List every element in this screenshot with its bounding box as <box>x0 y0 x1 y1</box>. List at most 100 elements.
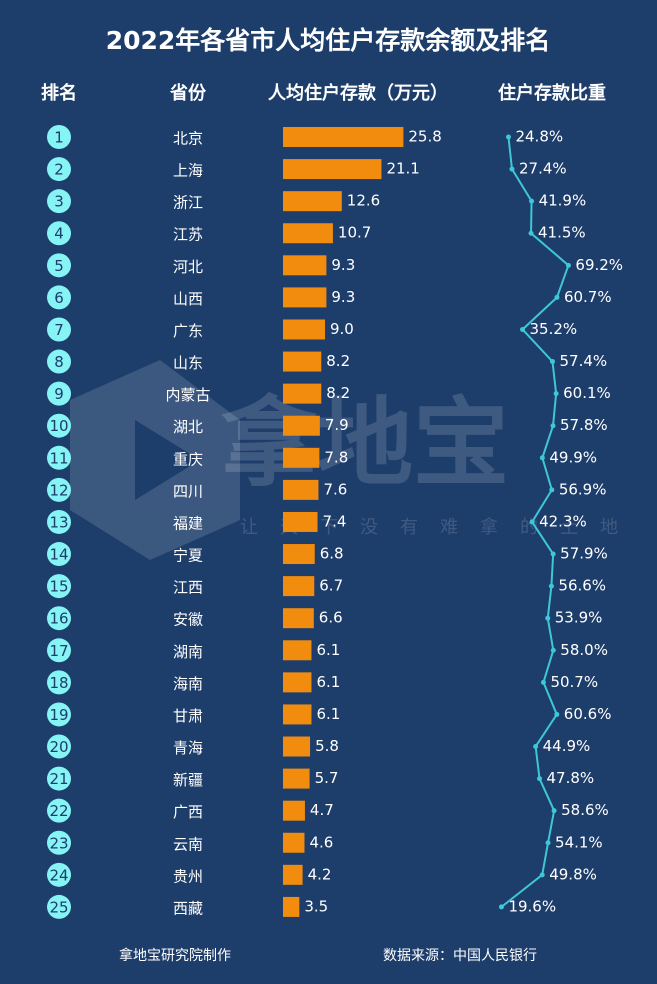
ratio-point <box>539 455 545 461</box>
bar-value-label: 3.5 <box>304 897 328 915</box>
rank-number: 12 <box>49 481 68 499</box>
ratio-value-label: 41.5% <box>538 224 586 242</box>
province-label: 广东 <box>173 322 203 340</box>
rank-number: 5 <box>54 257 64 275</box>
province-label: 贵州 <box>173 867 203 885</box>
ratio-point <box>548 583 554 589</box>
source: 数据来源：中国人民银行 <box>383 948 537 964</box>
rank-number: 7 <box>54 321 64 339</box>
rank-badge <box>47 862 71 887</box>
province-label: 内蒙古 <box>165 386 210 404</box>
province-label: 湖北 <box>173 418 203 436</box>
rank-number: 17 <box>49 642 68 660</box>
bar <box>283 511 318 532</box>
ratio-value-label: 57.4% <box>559 352 607 370</box>
bar <box>283 800 305 821</box>
ratio-point <box>550 647 556 653</box>
ratio-point <box>551 808 557 814</box>
rank-badge <box>47 189 71 214</box>
ratio-value-label: 24.8% <box>515 128 563 146</box>
ratio-point <box>520 326 526 332</box>
rank-number: 18 <box>49 674 68 692</box>
province-label: 宁夏 <box>173 547 203 565</box>
rank-number: 10 <box>49 417 68 435</box>
ratio-point <box>565 262 571 268</box>
rank-badge <box>47 830 71 855</box>
rank-badge <box>47 125 71 149</box>
ratio-value-label: 27.4% <box>519 160 567 178</box>
bar <box>283 479 319 500</box>
credit: 拿地宝研究院制作 <box>119 947 231 964</box>
rank-badge <box>47 606 71 631</box>
rank-number: 9 <box>54 385 64 403</box>
province-label: 北京 <box>173 130 203 148</box>
province-label: 四川 <box>173 482 203 500</box>
province-label: 甘肃 <box>173 707 203 725</box>
bar <box>283 608 314 629</box>
rank-badge <box>47 285 71 310</box>
bar <box>283 127 404 147</box>
ratio-point <box>550 423 556 429</box>
ratio-point <box>540 679 546 685</box>
ratio-value-label: 50.7% <box>550 673 598 691</box>
ratio-value-label: 58.6% <box>561 801 609 819</box>
bar-value-label: 4.7 <box>310 801 334 819</box>
rank-badge <box>47 413 71 438</box>
province-label: 山东 <box>173 354 203 372</box>
province-label: 西藏 <box>173 899 203 917</box>
rank-badge <box>47 734 71 759</box>
province-label: 湖南 <box>173 643 203 661</box>
ratio-value-label: 42.3% <box>539 512 587 530</box>
watermark-slogan: 让天下没有难拿的土地 <box>240 516 640 538</box>
ratio-point <box>529 519 535 525</box>
province-label: 福建 <box>173 514 203 532</box>
bar-value-label: 9.0 <box>330 320 354 338</box>
bar <box>283 383 322 404</box>
rank-badge <box>47 702 71 727</box>
bar-value-label: 9.3 <box>331 288 355 306</box>
rank-badge <box>47 670 71 695</box>
rank-badge <box>47 317 71 342</box>
bar <box>283 896 300 917</box>
rank-number: 4 <box>54 225 64 243</box>
rank-number: 1 <box>54 129 64 147</box>
rank-badge <box>47 157 71 182</box>
ratio-value-label: 41.9% <box>539 192 587 210</box>
ratio-point <box>537 776 543 782</box>
rank-number: 15 <box>49 578 68 596</box>
province-label: 云南 <box>173 835 203 853</box>
ratio-value-label: 57.9% <box>560 545 608 563</box>
ratio-point <box>529 198 535 204</box>
bar-value-label: 6.1 <box>316 641 340 659</box>
ratio-value-label: 49.8% <box>549 865 597 883</box>
bar-value-label: 6.1 <box>316 673 340 691</box>
rank-number: 8 <box>54 353 64 371</box>
bar <box>283 415 320 436</box>
bar <box>283 223 333 244</box>
ratio-point <box>549 487 555 493</box>
rank-badge <box>47 574 71 599</box>
rank-badge <box>47 349 71 374</box>
ratio-value-label: 56.9% <box>559 480 607 498</box>
bar-value-label: 21.1 <box>386 160 419 178</box>
chart-title: 2022年各省市人均住户存款余额及排名 <box>106 26 551 55</box>
rank-number: 19 <box>49 706 68 724</box>
province-label: 浙江 <box>173 194 203 212</box>
province-label: 重庆 <box>173 450 203 468</box>
bar <box>283 672 312 693</box>
bar-value-label: 12.6 <box>347 192 380 210</box>
province-label: 河北 <box>173 258 203 276</box>
ratio-value-label: 57.8% <box>560 416 608 434</box>
bar-value-label: 5.8 <box>315 737 339 755</box>
ratio-point <box>498 904 504 910</box>
bar <box>283 159 382 180</box>
watermark: 拿地宝 <box>221 387 509 499</box>
bar <box>283 191 342 212</box>
bar-value-label: 6.6 <box>319 609 343 627</box>
rank-badge <box>47 766 71 791</box>
ratio-value-label: 49.9% <box>549 448 597 466</box>
ratio-value-label: 56.6% <box>558 577 606 595</box>
bar-value-label: 6.8 <box>320 545 344 563</box>
